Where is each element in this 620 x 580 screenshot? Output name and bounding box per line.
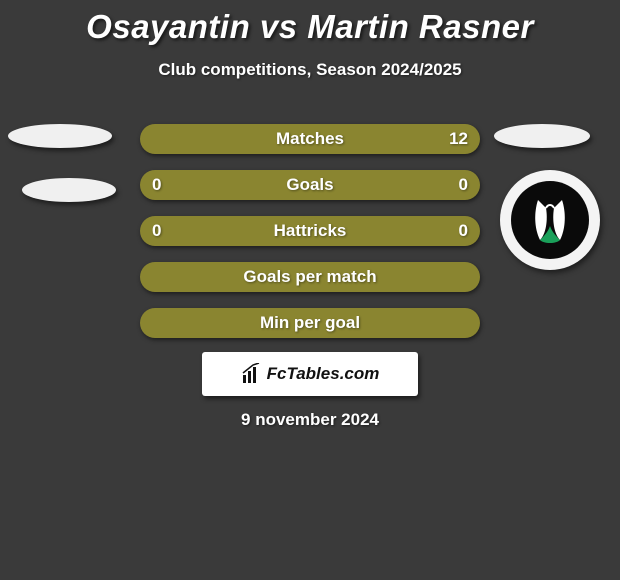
date-text: 9 november 2024	[0, 410, 620, 430]
player-left-placeholder-2	[22, 178, 116, 202]
brand-box[interactable]: FcTables.com	[202, 352, 418, 396]
stats-table: Matches 12 0 Goals 0 0 Hattricks 0 Goals…	[140, 124, 480, 354]
club-badge-inner	[511, 181, 589, 259]
stat-label: Matches	[276, 129, 344, 149]
club-crest-icon	[520, 190, 580, 250]
stat-label: Min per goal	[260, 313, 360, 333]
brand-text: FcTables.com	[267, 364, 380, 384]
stat-left-value: 0	[152, 221, 161, 241]
stat-label: Hattricks	[274, 221, 347, 241]
player-right-placeholder	[494, 124, 590, 148]
stat-right-value: 0	[459, 175, 468, 195]
page-title: Osayantin vs Martin Rasner	[0, 0, 620, 46]
table-row: Goals per match	[140, 262, 480, 292]
stat-right-value: 12	[449, 129, 468, 149]
table-row: 0 Hattricks 0	[140, 216, 480, 246]
stat-left-value: 0	[152, 175, 161, 195]
page-subtitle: Club competitions, Season 2024/2025	[0, 60, 620, 80]
brand-chart-icon	[241, 363, 263, 385]
stat-right-value: 0	[459, 221, 468, 241]
club-badge	[500, 170, 600, 270]
table-row: Min per goal	[140, 308, 480, 338]
player-left-placeholder-1	[8, 124, 112, 148]
table-row: 0 Goals 0	[140, 170, 480, 200]
stat-label: Goals per match	[243, 267, 376, 287]
table-row: Matches 12	[140, 124, 480, 154]
stat-label: Goals	[286, 175, 333, 195]
